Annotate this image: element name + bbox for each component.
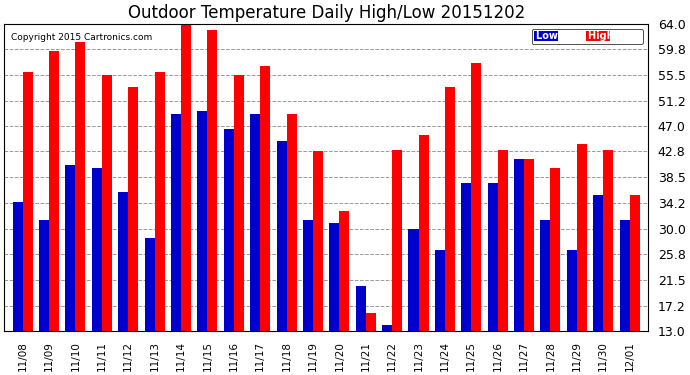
Bar [540, 220, 551, 331]
Bar [620, 220, 630, 331]
Bar [408, 229, 419, 331]
Bar [514, 159, 524, 331]
Bar [630, 195, 640, 331]
Bar [366, 313, 376, 331]
Bar [208, 30, 217, 331]
Bar [577, 144, 587, 331]
Bar [524, 159, 534, 331]
Bar [329, 223, 339, 331]
Bar [234, 75, 244, 331]
Bar [356, 286, 366, 331]
Bar [603, 150, 613, 331]
Bar [339, 211, 349, 331]
Bar [75, 42, 86, 331]
Bar [551, 168, 560, 331]
Bar [66, 165, 75, 331]
Bar [286, 114, 297, 331]
Bar [471, 63, 482, 331]
Bar [224, 129, 234, 331]
Bar [593, 195, 603, 331]
Bar [118, 192, 128, 331]
Bar [313, 152, 323, 331]
Bar [445, 87, 455, 331]
Bar [49, 51, 59, 331]
Bar [23, 72, 32, 331]
Bar [419, 135, 428, 331]
Bar [197, 111, 208, 331]
Bar [435, 250, 445, 331]
Bar [566, 250, 577, 331]
Bar [250, 114, 260, 331]
Bar [92, 168, 102, 331]
Legend: Low  (°F), High  (°F): Low (°F), High (°F) [531, 28, 643, 44]
Bar [171, 114, 181, 331]
Bar [102, 75, 112, 331]
Bar [461, 183, 471, 331]
Bar [488, 183, 497, 331]
Bar [382, 325, 392, 331]
Bar [39, 220, 49, 331]
Text: Copyright 2015 Cartronics.com: Copyright 2015 Cartronics.com [10, 33, 152, 42]
Title: Outdoor Temperature Daily High/Low 20151202: Outdoor Temperature Daily High/Low 20151… [128, 4, 525, 22]
Bar [181, 24, 191, 331]
Bar [128, 87, 138, 331]
Bar [155, 72, 165, 331]
Bar [260, 66, 270, 331]
Bar [392, 150, 402, 331]
Bar [303, 220, 313, 331]
Bar [145, 238, 155, 331]
Bar [277, 141, 286, 331]
Bar [12, 201, 23, 331]
Bar [497, 150, 508, 331]
